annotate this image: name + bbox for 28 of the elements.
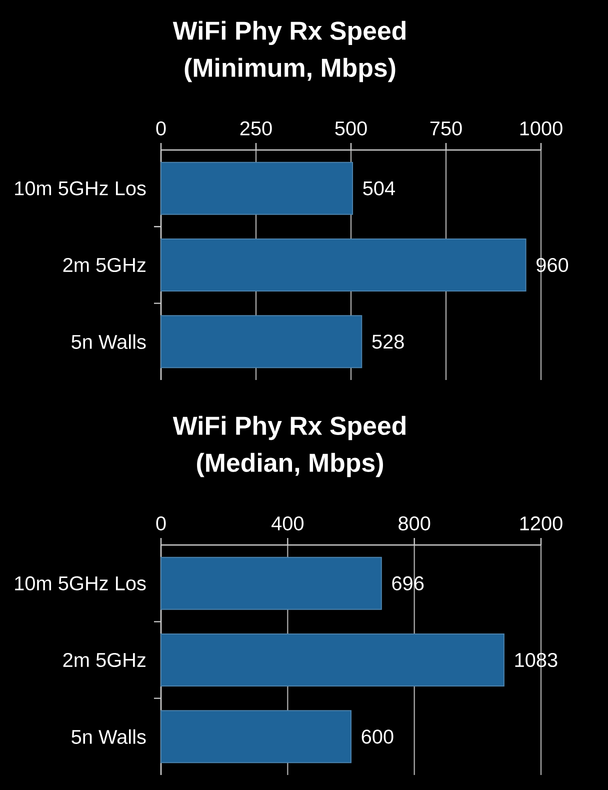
x-tick-label: 400 (272, 516, 304, 530)
y-tick-label: 2m 5GHz (63, 258, 146, 272)
bar (160, 162, 354, 215)
x-tick-label: 800 (398, 516, 430, 530)
y-tick-label: 5n Walls (72, 334, 146, 349)
x-tick-label: 250 (240, 121, 272, 136)
bar (160, 238, 526, 292)
y-tick-label: 2m 5GHz (63, 652, 146, 668)
bar (160, 556, 382, 610)
x-tick-label: 0 (156, 121, 166, 136)
chart-subtitle: (Minimum, Mbps) (184, 58, 396, 82)
x-tick-label: 500 (335, 121, 367, 136)
chart-subtitle: (Median, Mbps) (197, 452, 383, 478)
x-tick-label: 1000 (520, 121, 562, 136)
data-label: 504 (363, 181, 395, 196)
data-label: 600 (362, 730, 394, 744)
x-tick-label: 0 (156, 516, 166, 530)
chart-title: WiFi Phy Rx Speed (172, 20, 406, 46)
bar (160, 710, 352, 764)
x-tick-label: 1200 (520, 516, 562, 530)
bar (160, 315, 362, 368)
bar (160, 633, 504, 686)
data-label: 528 (372, 334, 404, 349)
y-tick-label: 5n Walls (72, 729, 146, 744)
y-tick-label: 10m 5GHz Los (15, 576, 146, 590)
x-tick-label: 750 (430, 121, 462, 136)
chart-title: WiFi Phy Rx Speed (172, 416, 406, 440)
y-tick-label: 10m 5GHz Los (15, 181, 146, 196)
